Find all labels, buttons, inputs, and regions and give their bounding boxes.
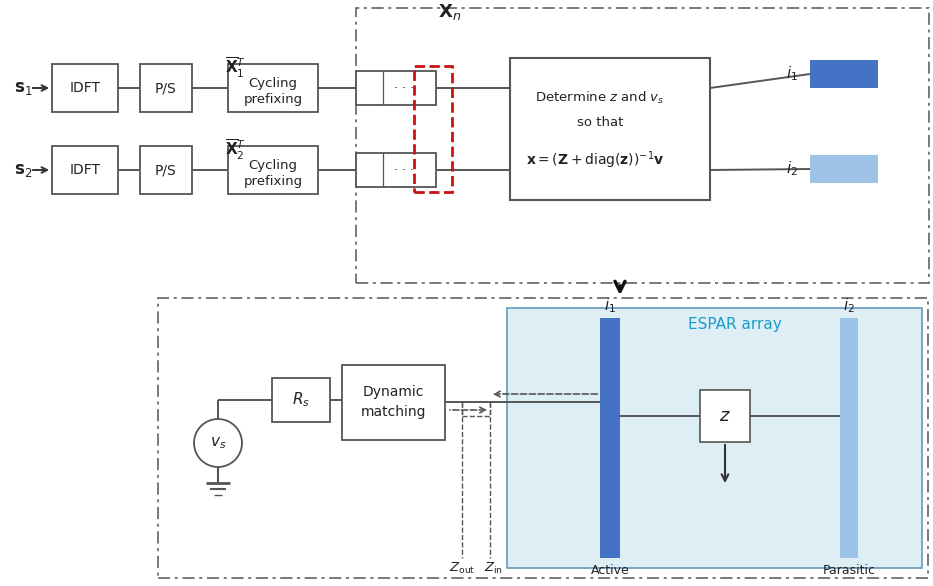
Bar: [52, 146, 118, 194]
Text: $Z_{\rm out}$: $Z_{\rm out}$: [449, 560, 475, 575]
Bar: [600, 318, 620, 558]
Text: · · ·: · · ·: [394, 163, 414, 176]
Bar: [158, 298, 928, 578]
Text: Dynamic: Dynamic: [362, 385, 424, 399]
Bar: [272, 378, 330, 422]
Bar: [356, 71, 436, 105]
Text: · · ·: · · ·: [394, 81, 414, 94]
Bar: [228, 64, 318, 112]
Bar: [810, 155, 878, 183]
Text: ESPAR array: ESPAR array: [689, 316, 782, 332]
Text: Parasitic: Parasitic: [823, 564, 875, 577]
Bar: [228, 146, 318, 194]
Text: prefixing: prefixing: [244, 175, 302, 189]
Text: $z$: $z$: [719, 407, 731, 425]
Text: prefixing: prefixing: [244, 94, 302, 107]
Text: IDFT: IDFT: [69, 81, 101, 95]
Text: $\mathbf{s}_1$: $\mathbf{s}_1$: [14, 79, 33, 97]
Text: $\overline{\mathbf{X}}_1^T$: $\overline{\mathbf{X}}_1^T$: [226, 56, 246, 80]
Bar: [700, 390, 750, 442]
Text: so that: so that: [577, 115, 623, 128]
Bar: [356, 8, 929, 283]
Text: IDFT: IDFT: [69, 163, 101, 177]
Bar: [507, 308, 922, 568]
Circle shape: [194, 419, 242, 467]
Text: $R_s$: $R_s$: [292, 391, 310, 410]
Text: Cycling: Cycling: [248, 159, 298, 172]
Text: matching: matching: [360, 405, 425, 419]
Text: $\mathbf{s}_2$: $\mathbf{s}_2$: [14, 161, 33, 179]
Text: P/S: P/S: [155, 81, 177, 95]
Text: $\overline{\mathbf{X}}_2^T$: $\overline{\mathbf{X}}_2^T$: [226, 138, 246, 162]
Text: $i_1$: $i_1$: [786, 64, 798, 83]
Text: $v_s$: $v_s$: [210, 435, 226, 451]
Bar: [840, 318, 858, 558]
Bar: [414, 66, 452, 192]
Text: $Z_{\rm in}$: $Z_{\rm in}$: [484, 560, 504, 575]
Text: Cycling: Cycling: [248, 77, 298, 90]
Bar: [140, 64, 192, 112]
Text: P/S: P/S: [155, 163, 177, 177]
Text: Determine $z$ and $v_s$: Determine $z$ and $v_s$: [536, 90, 664, 106]
Bar: [140, 146, 192, 194]
Text: $\mathbf{X}_n$: $\mathbf{X}_n$: [439, 2, 462, 22]
Bar: [510, 58, 710, 200]
Text: $i_2$: $i_2$: [843, 297, 855, 315]
Text: $i_2$: $i_2$: [787, 159, 798, 178]
Text: $\mathbf{x}=\left(\mathbf{Z}+\mathrm{diag}(\mathbf{z})\right)^{-1}\mathbf{v}$: $\mathbf{x}=\left(\mathbf{Z}+\mathrm{dia…: [526, 149, 664, 171]
Bar: [356, 153, 436, 187]
Bar: [342, 365, 445, 440]
Text: $i_1$: $i_1$: [604, 297, 616, 315]
Text: Active: Active: [591, 564, 630, 577]
Bar: [52, 64, 118, 112]
Bar: [810, 60, 878, 88]
